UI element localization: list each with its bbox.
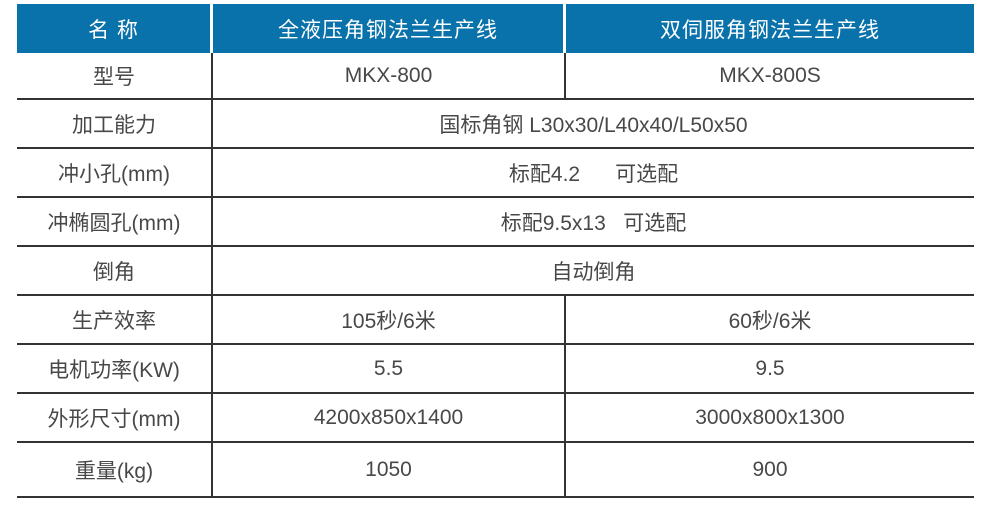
header-product-b-cell: 双伺服角钢法兰生产线: [566, 4, 974, 53]
row-value-b: MKX-800S: [719, 63, 821, 87]
row-label: 外形尺寸(mm): [17, 394, 213, 441]
row-value-merged: 标配4.2 可选配: [508, 162, 679, 186]
row-value-b: 3000x800x1300: [695, 405, 845, 429]
row-value-merged: 国标角钢 L30x30/L40x40/L50x50: [439, 113, 748, 137]
table-header-row: 名 称 全液压角钢法兰生产线 双伺服角钢法兰生产线: [17, 4, 974, 53]
table-row-oval-hole: 冲椭圆孔(mm) 标配9.5x13 可选配: [17, 198, 974, 247]
row-value-b: 9.5: [755, 356, 785, 380]
row-value-b: 60秒/6米: [728, 309, 812, 333]
row-value-a: MKX-800: [213, 53, 566, 98]
row-value-merged: 自动倒角: [551, 260, 636, 284]
row-label: 冲小孔(mm): [17, 149, 213, 196]
header-product-a-cell: 全液压角钢法兰生产线: [213, 4, 566, 53]
row-label: 型号: [17, 53, 213, 98]
table-row-dimensions: 外形尺寸(mm) 4200x850x1400 3000x800x1300: [17, 394, 974, 443]
table-row-motor-power: 电机功率(KW) 5.5 9.5: [17, 345, 974, 394]
table-row-weight: 重量(kg) 1050 900: [17, 443, 974, 498]
row-value-b: 900: [752, 457, 788, 481]
row-label: 电机功率(KW): [17, 345, 213, 392]
table-row-chamfer: 倒角 自动倒角: [17, 247, 974, 296]
row-value-a: 4200x850x1400: [213, 394, 566, 441]
spec-table: 名 称 全液压角钢法兰生产线 双伺服角钢法兰生产线 型号 MKX-800 MKX…: [17, 4, 974, 498]
row-label: 重量(kg): [17, 443, 213, 496]
row-label: 倒角: [17, 247, 213, 294]
row-value-a: 1050: [213, 443, 566, 496]
row-label: 加工能力: [17, 100, 213, 147]
table-row-small-hole: 冲小孔(mm) 标配4.2 可选配: [17, 149, 974, 198]
row-value-a: 5.5: [213, 345, 566, 392]
table-row-capacity: 加工能力 国标角钢 L30x30/L40x40/L50x50: [17, 100, 974, 149]
table-row-model: 型号 MKX-800 MKX-800S: [17, 53, 974, 100]
header-name-cell: 名 称: [17, 4, 213, 53]
table-row-efficiency: 生产效率 105秒/6米 60秒/6米: [17, 296, 974, 345]
row-value-a: 105秒/6米: [213, 296, 566, 343]
row-value-merged: 标配9.5x13 可选配: [500, 211, 687, 235]
row-label: 生产效率: [17, 296, 213, 343]
row-label: 冲椭圆孔(mm): [17, 198, 213, 245]
